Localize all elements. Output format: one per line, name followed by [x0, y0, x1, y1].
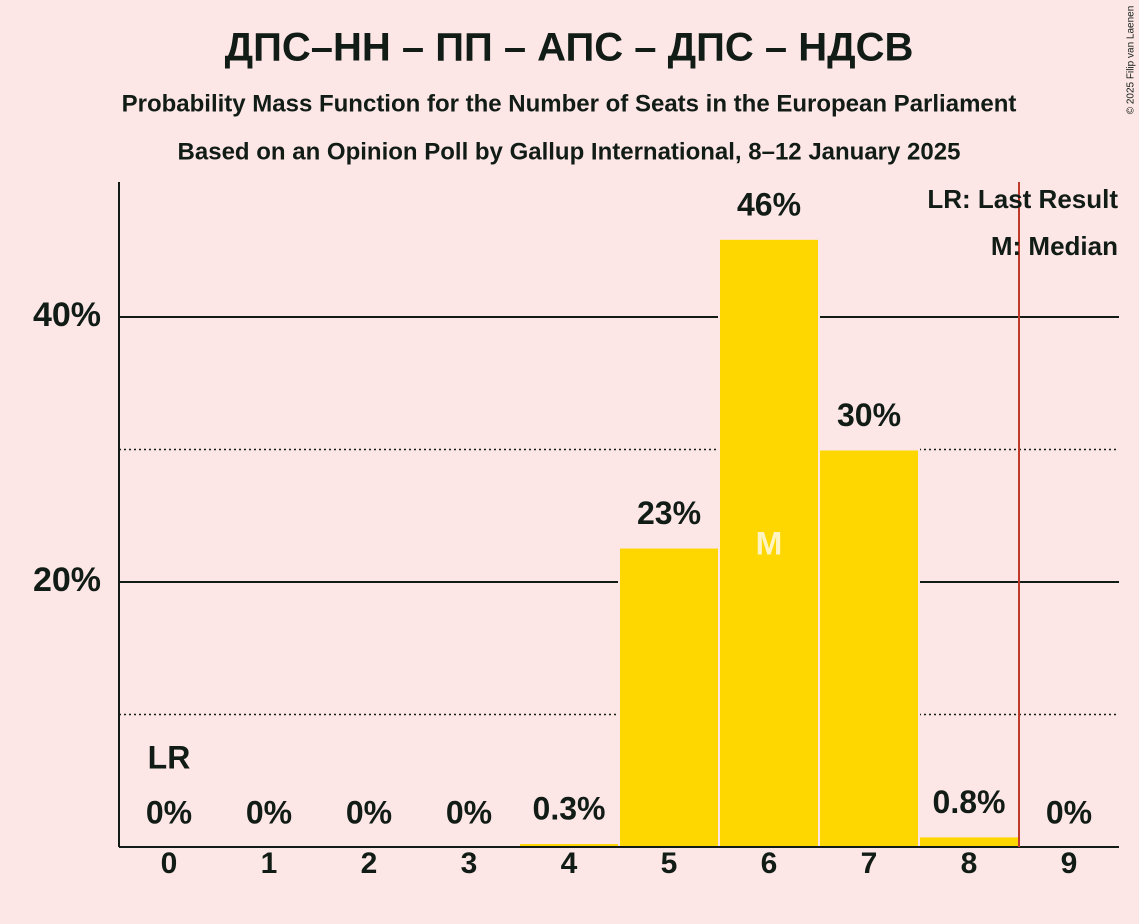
x-tick-label: 9 — [1061, 847, 1078, 880]
x-tick-label: 5 — [661, 847, 678, 880]
x-tick-label: 6 — [761, 847, 778, 880]
y-tick-label: 20% — [33, 561, 101, 599]
median-marker: M — [756, 525, 783, 561]
chart-title: ДПС–НН – ПП – АПС – ДПС – НДСВ — [225, 26, 914, 70]
y-tick-label: 40% — [33, 296, 101, 334]
bar — [718, 237, 820, 848]
x-tick-label: 8 — [961, 847, 978, 880]
value-label: 0% — [246, 794, 292, 830]
value-label: 0.8% — [933, 784, 1006, 820]
chart-subtitle: Probability Mass Function for the Number… — [122, 90, 1017, 117]
value-label: 30% — [837, 397, 901, 433]
value-label: 0% — [1046, 794, 1092, 830]
x-tick-label: 0 — [161, 847, 178, 880]
x-tick-label: 1 — [261, 847, 278, 880]
x-tick-label: 3 — [461, 847, 478, 880]
value-label: 0% — [446, 794, 492, 830]
value-label: 23% — [637, 495, 701, 531]
value-label: 0% — [146, 794, 192, 830]
x-tick-label: 7 — [861, 847, 878, 880]
value-label: 0.3% — [533, 790, 606, 826]
legend-entry: M: Median — [991, 231, 1118, 261]
value-label: 0% — [346, 794, 392, 830]
bar — [618, 546, 720, 848]
x-tick-label: 2 — [361, 847, 378, 880]
last-result-marker: LR — [148, 739, 191, 775]
bar — [918, 835, 1020, 849]
copyright: © 2025 Filip van Laenen — [1126, 6, 1137, 115]
legend-entry: LR: Last Result — [927, 184, 1118, 214]
value-label: 46% — [737, 186, 801, 222]
x-tick-label: 4 — [561, 847, 578, 880]
bar — [818, 448, 920, 848]
chart-subtitle: Based on an Opinion Poll by Gallup Inter… — [178, 138, 961, 165]
